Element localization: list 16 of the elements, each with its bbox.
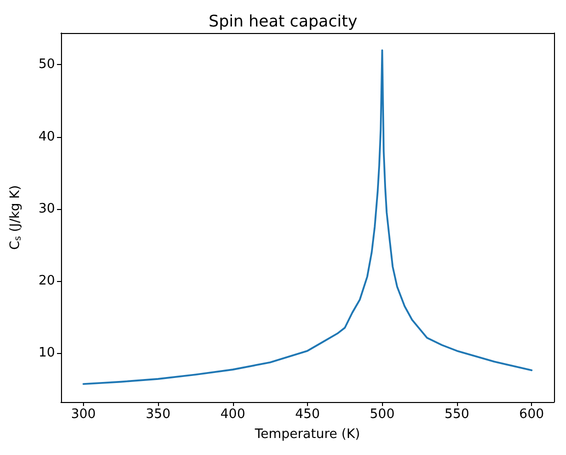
chart-title: Spin heat capacity bbox=[208, 12, 358, 30]
x-axis-title: Temperature (K) bbox=[254, 427, 360, 442]
x-tick-label: 500 bbox=[370, 407, 395, 422]
x-tick-label: 400 bbox=[220, 407, 246, 422]
x-tick-label: 600 bbox=[519, 407, 544, 422]
y-tick-label: 30 bbox=[38, 201, 55, 216]
y-tick-label: 20 bbox=[38, 273, 55, 288]
y-tick-label: 40 bbox=[38, 129, 55, 144]
x-tick-label: 350 bbox=[146, 407, 171, 422]
y-tick-label: 10 bbox=[38, 345, 55, 360]
x-tick-label: 450 bbox=[295, 407, 320, 422]
y-axis-title: Cs (J/kg K) bbox=[8, 185, 24, 250]
x-tick-label: 550 bbox=[444, 407, 470, 422]
line-series bbox=[82, 49, 532, 385]
x-tick-label: 300 bbox=[70, 407, 96, 422]
y-tick-label: 50 bbox=[38, 57, 55, 72]
